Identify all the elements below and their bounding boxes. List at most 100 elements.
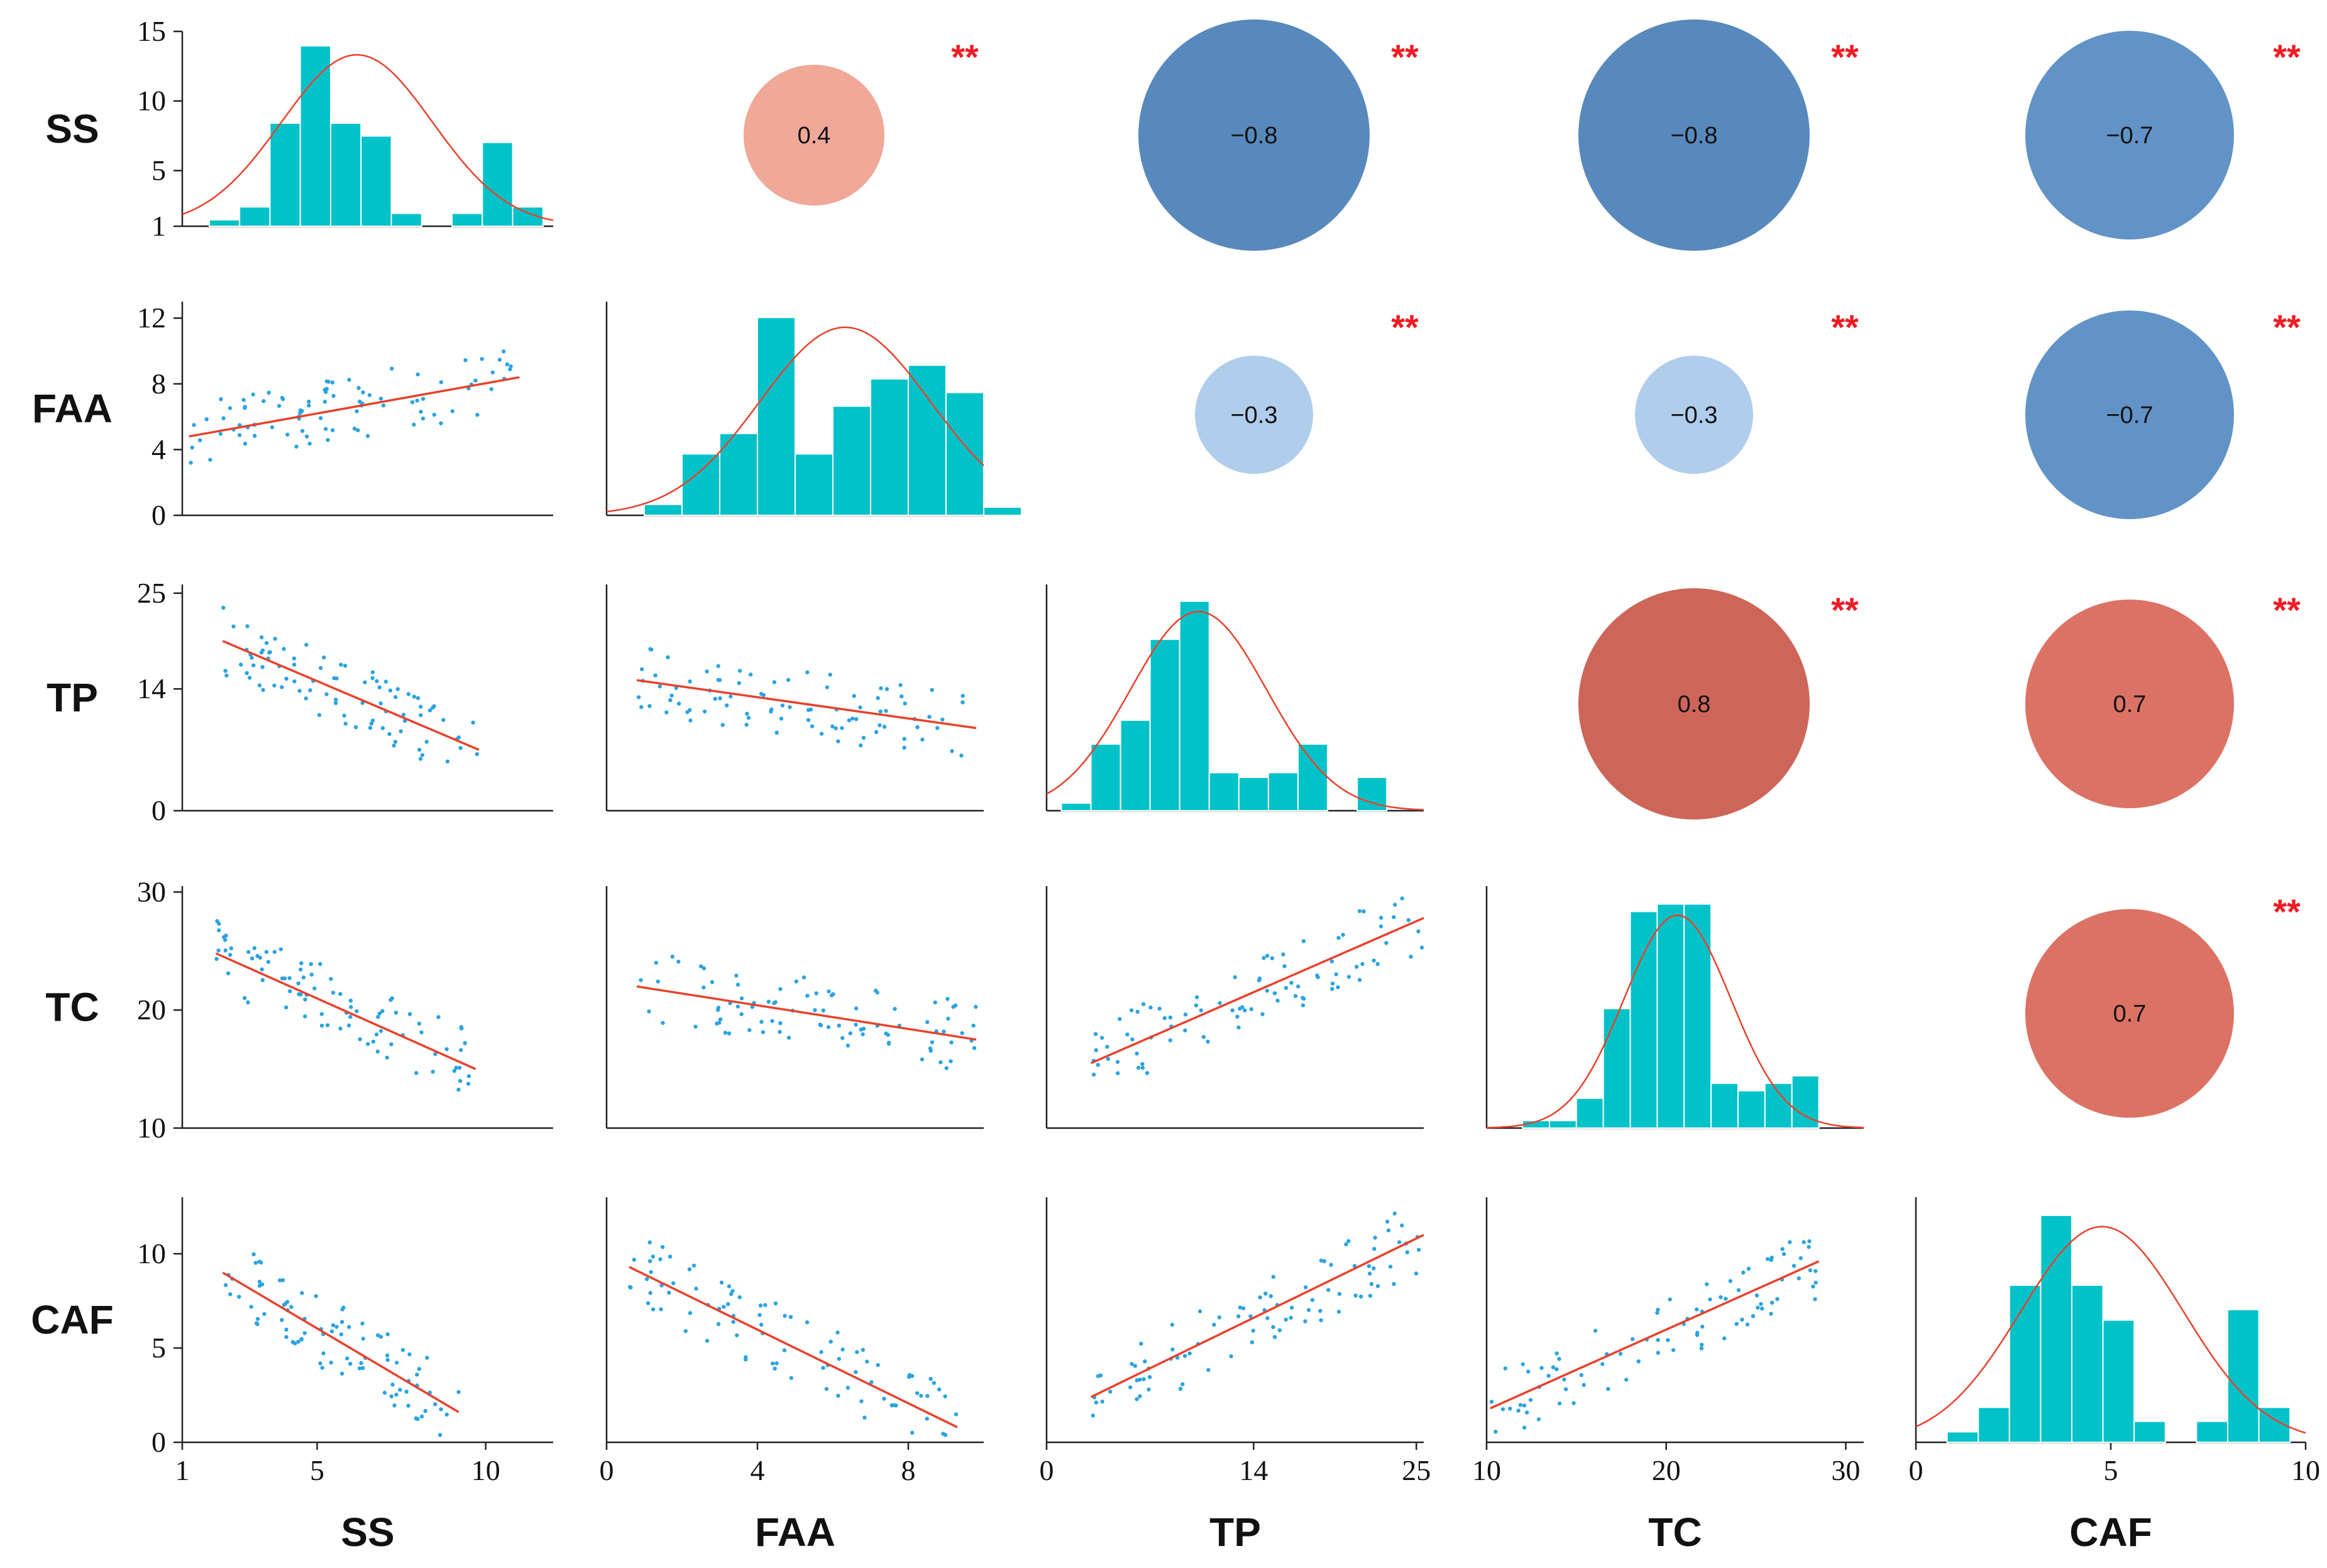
- data-point: [268, 650, 272, 654]
- x-tick-label: 10: [471, 1454, 500, 1486]
- data-point: [192, 423, 196, 427]
- data-point: [877, 723, 882, 728]
- data-point: [1140, 1065, 1145, 1070]
- data-point: [280, 976, 285, 981]
- y-tick-label: 5: [151, 1332, 166, 1364]
- data-point: [854, 717, 859, 721]
- data-point: [267, 390, 271, 395]
- data-point: [314, 1294, 318, 1298]
- data-point: [298, 408, 303, 412]
- data-point: [1180, 1382, 1185, 1386]
- data-point: [317, 713, 322, 717]
- correlation-circle: [2025, 31, 2234, 239]
- data-point: [1700, 1342, 1704, 1347]
- data-point: [1094, 1048, 1098, 1053]
- data-point: [861, 1347, 866, 1352]
- data-point: [262, 1312, 267, 1317]
- data-point: [1554, 1367, 1559, 1371]
- data-point: [459, 1048, 463, 1053]
- data-point: [490, 370, 495, 375]
- y-tick-label: 5: [151, 154, 166, 186]
- data-point: [340, 1371, 344, 1376]
- data-point: [808, 707, 813, 712]
- data-point: [389, 1394, 393, 1399]
- data-point: [1249, 1007, 1253, 1011]
- data-point: [1105, 1044, 1109, 1049]
- data-point: [748, 672, 753, 677]
- data-point: [456, 735, 461, 740]
- data-point: [1372, 958, 1376, 963]
- scatter-ss-tc: [182, 919, 553, 1129]
- data-point: [1579, 1373, 1584, 1378]
- data-point: [950, 748, 954, 754]
- data-point: [1367, 1264, 1372, 1268]
- data-point: [852, 694, 857, 698]
- data-point: [666, 655, 670, 660]
- data-point: [1100, 1399, 1104, 1404]
- data-point: [1277, 1328, 1282, 1332]
- data-point: [778, 1021, 783, 1026]
- data-point: [805, 994, 810, 998]
- scatter-ss-caf: [182, 1252, 553, 1444]
- data-point: [713, 696, 717, 701]
- data-point: [259, 650, 264, 655]
- data-point: [1260, 1012, 1265, 1016]
- correlation-circle: [1578, 588, 1810, 820]
- data-point: [1546, 1373, 1551, 1378]
- data-point: [1289, 1305, 1294, 1310]
- data-point: [366, 1042, 370, 1046]
- histogram-bar: [1978, 1406, 2010, 1443]
- data-point: [654, 960, 659, 965]
- data-point: [1539, 1366, 1544, 1370]
- data-point: [854, 1022, 858, 1027]
- data-point: [1656, 1338, 1660, 1342]
- data-point: [1500, 1407, 1505, 1412]
- data-point: [667, 1290, 671, 1295]
- data-point: [309, 962, 313, 967]
- correlation-tc-caf: 0.7 **: [2025, 892, 2301, 1118]
- data-point: [1233, 975, 1238, 980]
- data-point: [343, 721, 348, 726]
- data-point: [1375, 1284, 1380, 1288]
- x-tick-label: 25: [1402, 1454, 1431, 1486]
- y-tick-label: 20: [137, 994, 166, 1026]
- data-point: [1135, 1051, 1139, 1056]
- y-tick-label: 14: [137, 672, 166, 705]
- scatter-faa-tp: [605, 584, 984, 812]
- data-point: [716, 677, 720, 683]
- data-point: [383, 679, 388, 684]
- data-point: [324, 692, 329, 696]
- data-point: [228, 953, 233, 957]
- correlation-circle: [2025, 310, 2234, 519]
- data-point: [818, 1022, 822, 1027]
- regression-line: [636, 679, 977, 730]
- data-point: [810, 724, 815, 728]
- correlation-circle: [1635, 356, 1753, 474]
- data-point: [418, 705, 423, 709]
- data-point: [321, 1351, 326, 1356]
- data-point: [302, 1331, 307, 1335]
- data-point: [1143, 1359, 1147, 1364]
- data-point: [763, 1303, 767, 1307]
- data-point: [858, 705, 862, 710]
- data-point: [318, 1361, 322, 1366]
- data-point: [439, 421, 443, 425]
- data-point: [774, 1361, 779, 1366]
- correlation-value: −0.3: [1670, 402, 1717, 429]
- data-point: [237, 1295, 241, 1299]
- data-point: [915, 725, 920, 730]
- data-point: [671, 1281, 676, 1286]
- data-point: [380, 1009, 385, 1014]
- data-point: [1183, 1028, 1187, 1033]
- data-point: [1229, 1354, 1233, 1359]
- data-point: [458, 746, 463, 750]
- data-point: [826, 1025, 831, 1029]
- data-point: [774, 730, 779, 735]
- data-point: [1258, 1295, 1262, 1300]
- data-point: [1183, 1012, 1188, 1017]
- data-point: [399, 729, 403, 733]
- data-point: [828, 672, 832, 677]
- data-point: [334, 698, 338, 702]
- column-label-faa: FAA: [755, 1510, 835, 1555]
- data-point: [1524, 1410, 1529, 1415]
